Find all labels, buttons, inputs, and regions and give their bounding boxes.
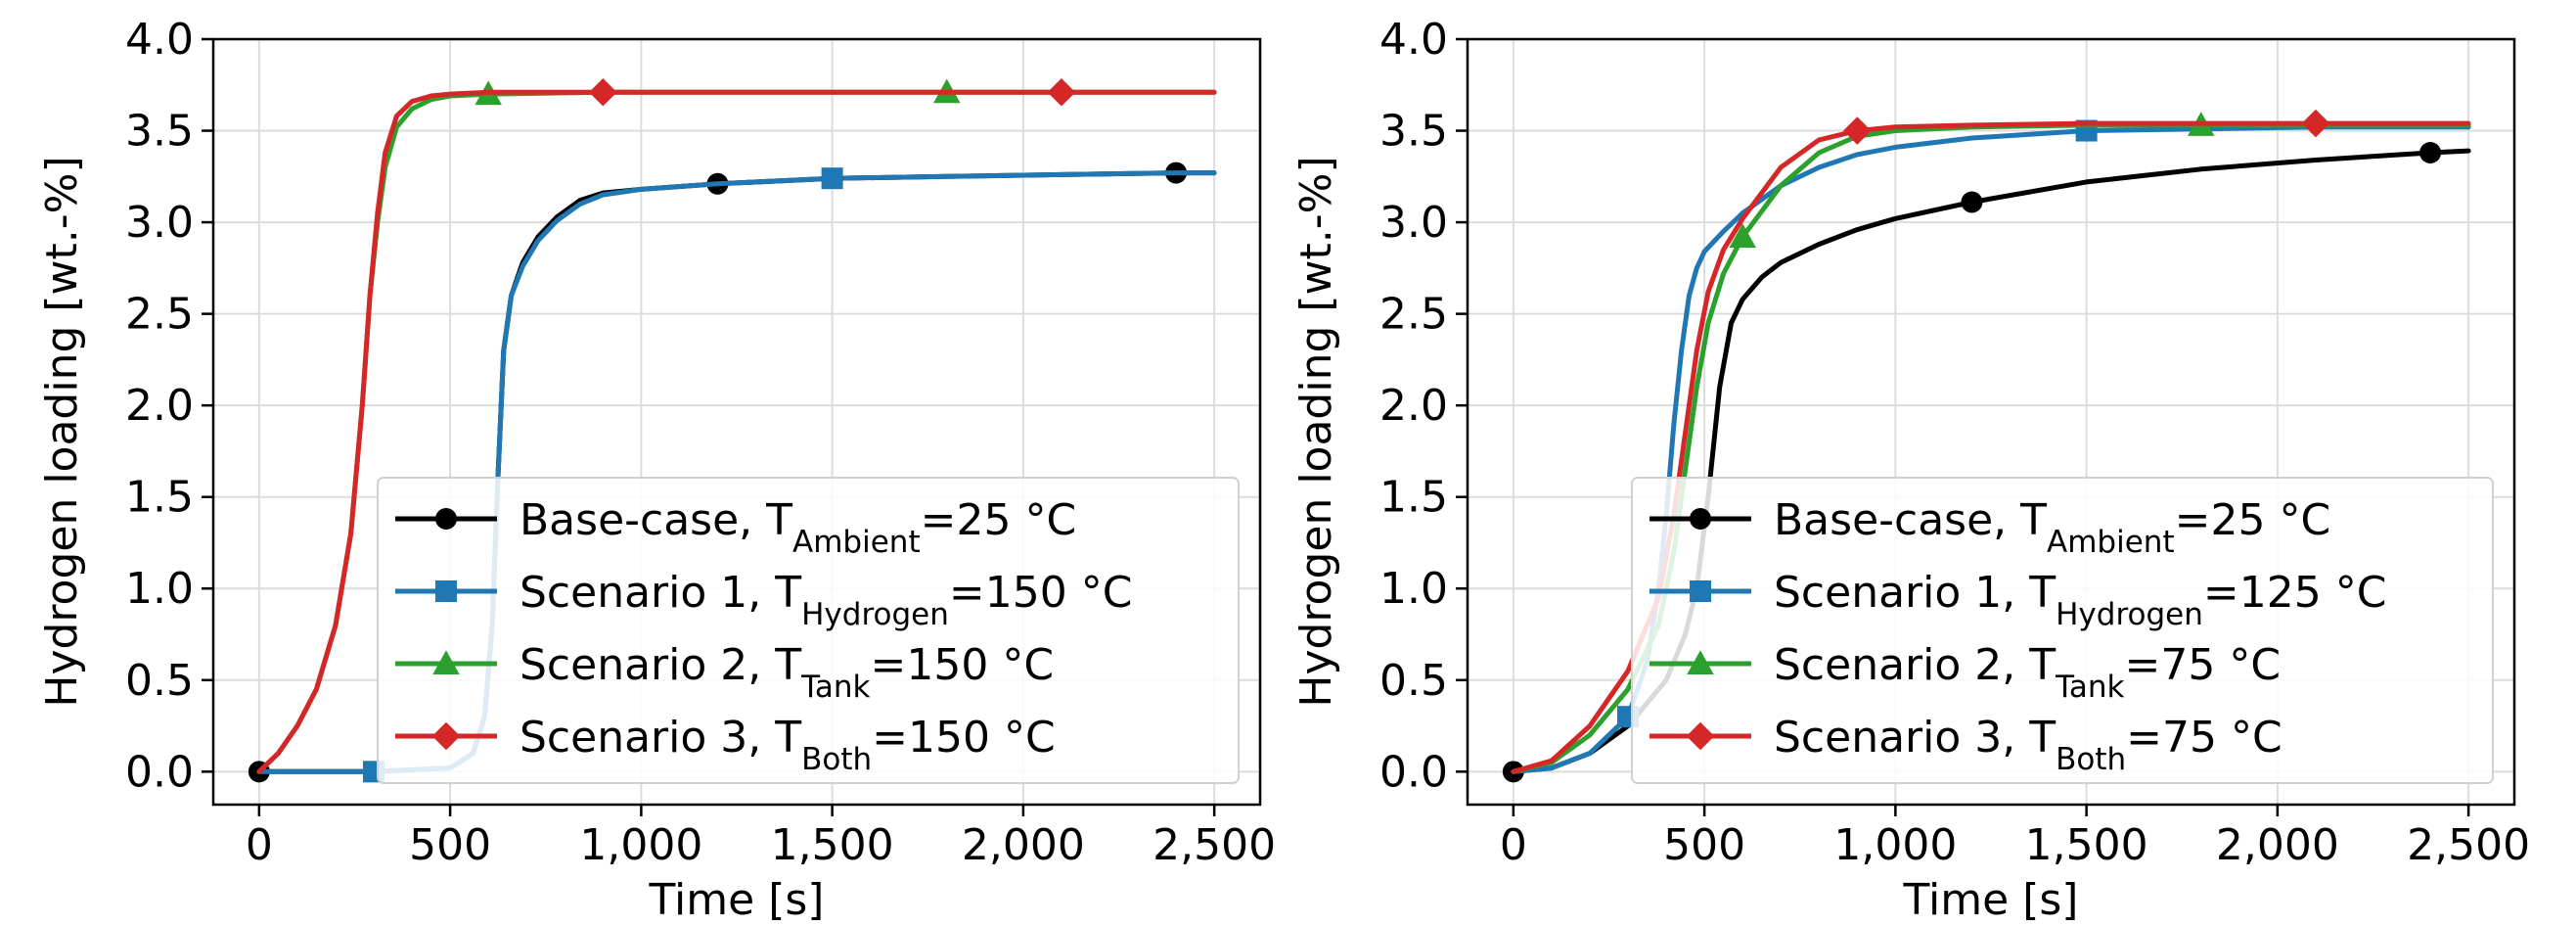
y-tick-label: 2.5 (125, 290, 194, 340)
y-tick-label: 1.5 (1379, 473, 1448, 523)
y-tick-label: 3.5 (125, 107, 194, 157)
legend-label-1: Base-case, TAmbient=25 °C (520, 495, 1076, 560)
legend-label-4: Scenario 3, TBoth=150 °C (520, 713, 1056, 777)
x-tick-label: 500 (1663, 820, 1745, 870)
y-tick-label: 4.0 (1379, 15, 1448, 65)
y-tick-label: 0.5 (125, 656, 194, 706)
data-point-marker (2301, 109, 2330, 138)
x-tick-label: 0 (1500, 820, 1527, 870)
legend-marker-2 (435, 580, 457, 602)
y-tick-label: 2.0 (1379, 381, 1448, 431)
legend-label-3: Scenario 2, TTank=75 °C (1774, 640, 2281, 705)
data-point-marker (1729, 223, 1756, 249)
x-tick-label: 2,500 (2407, 820, 2530, 870)
x-tick-label: 1,500 (771, 820, 894, 870)
y-tick-label: 0.0 (125, 747, 194, 797)
y-tick-label: 3.0 (125, 198, 194, 248)
chart-panel-2: 0 500 1,000 1,500 2,000 2,500 0.0 0.5 1.0 1.5 2.0 2… (1291, 15, 2530, 925)
y-tick-label: 0.0 (1379, 747, 1448, 797)
legend-label-2: Scenario 1, THydrogen=125 °C (1774, 568, 2386, 632)
data-point-marker (821, 167, 843, 190)
y-tick-label: 1.5 (125, 473, 194, 523)
legend-label-1: Base-case, TAmbient=25 °C (1774, 495, 2330, 560)
x-axis-label: Time [s] (649, 875, 825, 925)
legend-box (377, 477, 1240, 784)
legend-box (1631, 477, 2494, 784)
x-tick-label: 1,000 (579, 820, 702, 870)
legend-marker-4 (431, 721, 461, 751)
axes-frame (211, 37, 1262, 807)
x-tick-label: 0 (246, 820, 273, 870)
axes-frame (1466, 37, 2516, 807)
x-tick-label: 1,500 (2025, 820, 2148, 870)
legend-marker-1 (435, 508, 457, 530)
y-axis-label: Hydrogen loading [wt.-%] (37, 156, 87, 707)
y-axis-label: Hydrogen loading [wt.-%] (1291, 156, 1341, 707)
legend: Base-case, TAmbient=25 °C Scenario 1, THy… (377, 477, 1240, 784)
legend-marker-3 (432, 650, 460, 674)
legend: Base-case, TAmbient=25 °C Scenario 1, THy… (1631, 477, 2494, 784)
y-tick-label: 2.5 (1379, 290, 1448, 340)
x-tick-label: 2,000 (2216, 820, 2339, 870)
y-tick-label: 3.5 (1379, 107, 1448, 157)
y-tick-label: 2.0 (125, 381, 194, 431)
x-tick-label: 1,000 (1833, 820, 1957, 870)
data-point-marker (589, 77, 617, 107)
legend-marker-3 (1687, 650, 1714, 674)
x-axis-label: Time [s] (1903, 875, 2079, 925)
y-tick-label: 1.0 (125, 564, 194, 614)
chart-panel-1: 0 500 1,000 1,500 2,000 2,500 0.0 0.5 1.0 1.5 2.0 2… (37, 15, 1276, 925)
series-line-4 (256, 89, 1217, 774)
y-tick-label: 1.0 (1379, 564, 1448, 614)
legend-label-4: Scenario 3, TBoth=75 °C (1774, 713, 2282, 777)
legend-label-3: Scenario 2, TTank=150 °C (520, 640, 1054, 705)
legend-marker-2 (1690, 580, 1711, 602)
data-point-marker (1961, 191, 1983, 213)
data-point-marker (1843, 116, 1872, 145)
legend-marker-4 (1686, 721, 1715, 751)
y-tick-label: 0.5 (1379, 656, 1448, 706)
x-tick-label: 500 (409, 820, 491, 870)
data-point-marker (2419, 141, 2442, 163)
y-tick-label: 3.0 (1379, 198, 1448, 248)
legend-label-2: Scenario 1, THydrogen=150 °C (520, 568, 1132, 632)
data-point-marker (1047, 77, 1076, 107)
x-tick-label: 2,500 (1152, 820, 1276, 870)
x-tick-label: 2,000 (962, 820, 1085, 870)
y-tick-label: 4.0 (125, 15, 194, 65)
legend-marker-1 (1690, 508, 1711, 530)
